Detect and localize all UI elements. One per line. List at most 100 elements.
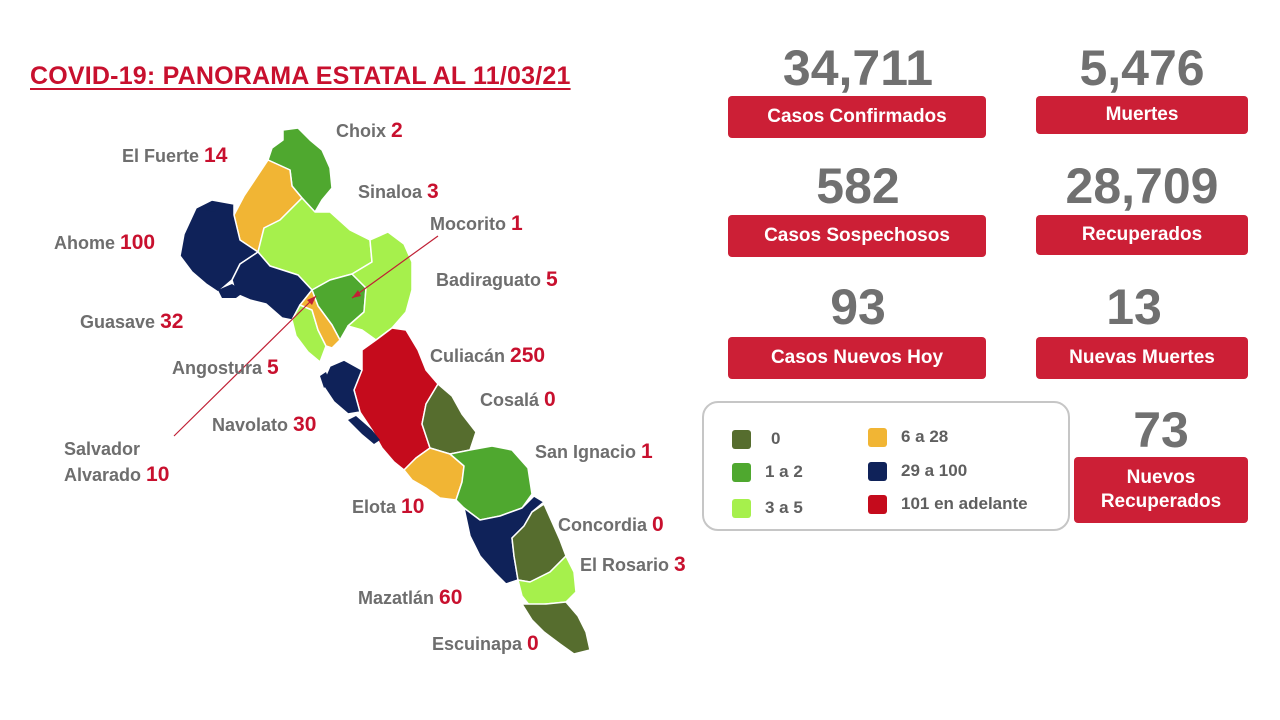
municipality-name: Mocorito bbox=[430, 214, 506, 234]
label-elota: Elota 10 bbox=[352, 495, 425, 518]
legend-item: 101 en adelante bbox=[868, 494, 1028, 514]
page-title: COVID-19: PANORAMA ESTATAL AL 11/03/21 bbox=[30, 62, 571, 90]
label-escuinapa: Escuinapa 0 bbox=[432, 632, 539, 655]
map-legend: 0 1 a 2 3 a 5 6 a 28 29 a 100 101 en ade… bbox=[702, 401, 1070, 531]
municipality-count: 32 bbox=[160, 310, 184, 333]
label-salvador-alvarado: Salvador Alvarado 10 bbox=[64, 436, 169, 488]
municipality-name: Navolato bbox=[212, 415, 289, 435]
legend-label: 6 a 28 bbox=[901, 427, 949, 446]
island-navolato bbox=[320, 372, 330, 388]
stat-sospechosos-label: Casos Sospechosos bbox=[728, 215, 986, 257]
municipality-count: 0 bbox=[527, 632, 539, 655]
legend-item: 29 a 100 bbox=[868, 461, 967, 481]
pointer-salvador-alvarado-arrow bbox=[307, 296, 316, 305]
label-sinaloa: Sinaloa 3 bbox=[358, 180, 439, 203]
municipality-count: 1 bbox=[511, 212, 523, 235]
municipality-name: Mazatlán bbox=[358, 588, 435, 608]
stat-nuevas-muertes-label: Nuevas Muertes bbox=[1036, 337, 1248, 379]
legend-label: 0 bbox=[771, 429, 781, 448]
municipality-count: 3 bbox=[674, 553, 686, 576]
municipality-name: Elota bbox=[352, 497, 397, 517]
island-navolato-2 bbox=[348, 416, 380, 444]
municipality-name: San Ignacio bbox=[535, 442, 637, 462]
municipality-count: 30 bbox=[293, 413, 317, 436]
label-navolato: Navolato 30 bbox=[212, 413, 317, 436]
stat-confirmados-value: 34,711 bbox=[782, 40, 934, 96]
label-concordia: Concordia 0 bbox=[558, 513, 664, 536]
legend-swatch bbox=[868, 494, 887, 514]
stat-nuevas-muertes-value: 13 bbox=[1106, 279, 1162, 335]
municipality-name: Sinaloa bbox=[358, 182, 423, 202]
municipality-count: 2 bbox=[391, 119, 403, 142]
region-concordia[interactable] bbox=[511, 503, 567, 583]
municipality-count: 60 bbox=[439, 586, 463, 609]
municipality-count: 1 bbox=[641, 440, 653, 463]
label-mocorito: Mocorito 1 bbox=[430, 212, 523, 235]
legend-item: 0 bbox=[732, 429, 780, 449]
island-ahome bbox=[206, 204, 220, 212]
legend-item: 6 a 28 bbox=[868, 427, 948, 447]
legend-swatch bbox=[732, 429, 751, 449]
legend-item: 1 a 2 bbox=[732, 462, 803, 482]
region-cosala[interactable] bbox=[421, 383, 477, 455]
stat-nuevos-hoy-label: Casos Nuevos Hoy bbox=[728, 337, 986, 379]
municipality-name-line1: Salvador bbox=[64, 439, 141, 459]
municipality-name: Choix bbox=[336, 121, 387, 141]
region-navolato[interactable] bbox=[321, 359, 363, 415]
stat-nuevos-recuperados-value: 73 bbox=[1133, 402, 1189, 458]
municipality-name-line2: Alvarado bbox=[64, 465, 142, 485]
island-ahome-2 bbox=[218, 284, 244, 298]
stat-nuevos-hoy-value: 93 bbox=[830, 279, 886, 335]
municipality-count: 10 bbox=[401, 495, 425, 518]
municipality-count: 0 bbox=[544, 388, 556, 411]
municipality-name: El Fuerte bbox=[122, 146, 200, 166]
municipality-count: 100 bbox=[120, 231, 156, 254]
region-salvador-alvarado[interactable] bbox=[299, 289, 341, 349]
pointer-salvador-alvarado bbox=[173, 295, 317, 437]
label-el-fuerte: El Fuerte 14 bbox=[122, 144, 228, 167]
legend-swatch bbox=[732, 498, 751, 518]
municipality-count: 14 bbox=[204, 144, 228, 167]
stat-sospechosos-value: 582 bbox=[816, 158, 900, 214]
municipality-count: 5 bbox=[267, 356, 279, 379]
region-el-rosario[interactable] bbox=[517, 555, 577, 607]
legend-label: 3 a 5 bbox=[765, 498, 803, 517]
municipality-name: Guasave bbox=[80, 312, 156, 332]
pointer-mocorito-arrow bbox=[352, 290, 361, 298]
stat-nuevos-recuperados-label: Nuevos Recuperados bbox=[1074, 457, 1248, 523]
municipality-name: Cosalá bbox=[480, 390, 540, 410]
stat-muertes-value: 5,476 bbox=[1079, 40, 1205, 96]
pointer-mocorito bbox=[351, 235, 439, 299]
region-culiacan[interactable] bbox=[353, 327, 439, 471]
label-choix: Choix 2 bbox=[336, 119, 403, 142]
label-ahome: Ahome 100 bbox=[54, 231, 156, 254]
legend-label: 1 a 2 bbox=[765, 462, 803, 481]
municipality-count: 250 bbox=[510, 344, 546, 367]
legend-swatch bbox=[868, 427, 887, 447]
municipality-count: 3 bbox=[427, 180, 439, 203]
label-el-rosario: El Rosario 3 bbox=[580, 553, 686, 576]
stat-confirmados-label: Casos Confirmados bbox=[728, 96, 986, 138]
municipality-count: 0 bbox=[652, 513, 664, 536]
label-culiacan: Culiacán 250 bbox=[430, 344, 546, 367]
municipality-name: Ahome bbox=[54, 233, 116, 253]
municipality-count: 10 bbox=[146, 463, 170, 486]
label-san-ignacio: San Ignacio 1 bbox=[535, 440, 653, 463]
stat-recuperados-label: Recuperados bbox=[1036, 215, 1248, 255]
label-cosala: Cosalá 0 bbox=[480, 388, 556, 411]
municipality-name: El Rosario bbox=[580, 555, 670, 575]
label-mazatlan: Mazatlán 60 bbox=[358, 586, 463, 609]
legend-swatch bbox=[868, 461, 887, 481]
legend-label: 29 a 100 bbox=[901, 461, 968, 480]
municipality-name: Concordia bbox=[558, 515, 648, 535]
legend-swatch bbox=[732, 462, 751, 482]
stat-muertes-label: Muertes bbox=[1036, 96, 1248, 134]
stat-recuperados-value: 28,709 bbox=[1065, 158, 1219, 214]
municipality-count: 5 bbox=[546, 268, 558, 291]
municipality-name: Escuinapa bbox=[432, 634, 523, 654]
municipality-name: Culiacán bbox=[430, 346, 506, 366]
municipality-name: Badiraguato bbox=[436, 270, 542, 290]
label-guasave: Guasave 32 bbox=[80, 310, 184, 333]
region-escuinapa[interactable] bbox=[521, 601, 591, 655]
